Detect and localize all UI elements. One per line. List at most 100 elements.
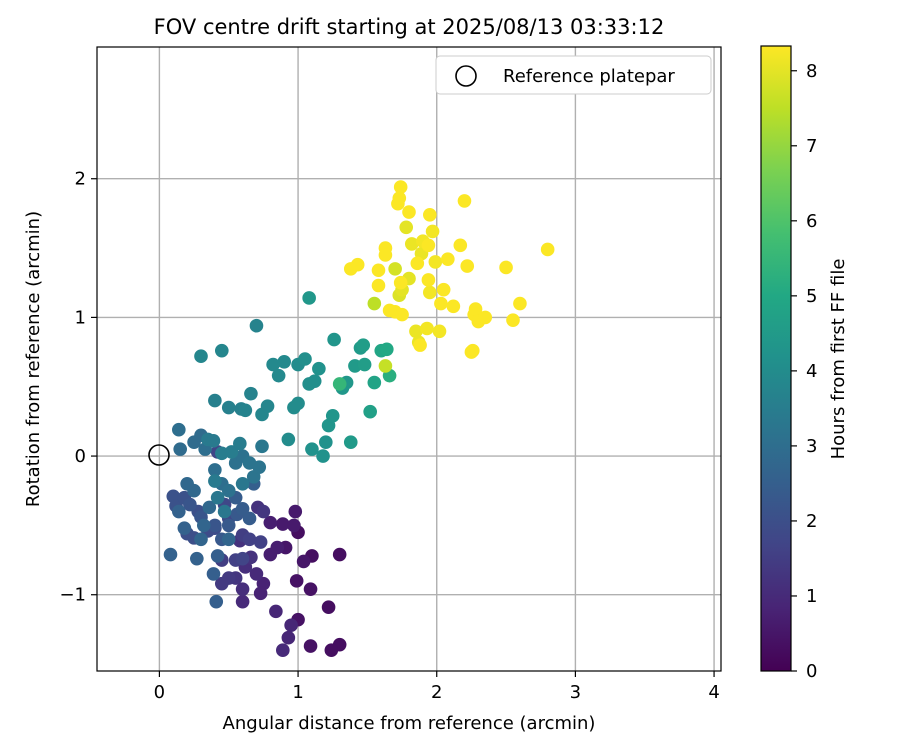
data-point	[224, 445, 239, 459]
data-point	[163, 547, 178, 562]
data-point	[319, 435, 333, 450]
data-point	[367, 375, 382, 390]
data-point	[478, 310, 493, 325]
colorbar-tick-label: 2	[806, 511, 817, 532]
data-point	[209, 594, 224, 609]
data-point	[210, 549, 225, 563]
data-point	[291, 396, 305, 411]
data-point	[215, 343, 229, 358]
data-point	[217, 504, 232, 519]
data-point	[284, 618, 298, 633]
data-point	[332, 547, 347, 562]
data-point	[302, 291, 316, 305]
data-point	[421, 273, 436, 287]
data-point	[506, 313, 520, 327]
data-point	[235, 501, 250, 516]
scatter-points	[163, 180, 555, 657]
data-point	[252, 460, 267, 474]
data-point	[312, 361, 326, 376]
colorbar-label: Hours from first FF file	[828, 259, 849, 460]
data-point	[388, 262, 402, 276]
data-point	[356, 338, 371, 352]
data-point	[423, 207, 437, 222]
data-point	[321, 600, 336, 615]
data-point	[305, 442, 319, 456]
data-point	[206, 567, 221, 581]
data-point	[428, 255, 443, 269]
legend: Reference platepar	[435, 55, 712, 95]
x-tick-label: 0	[154, 682, 165, 703]
data-point	[432, 324, 447, 339]
data-point	[277, 354, 292, 369]
x-axis-label: Angular distance from reference (arcmin)	[223, 713, 596, 734]
data-point	[425, 224, 440, 239]
data-point	[303, 582, 318, 596]
data-point	[371, 263, 386, 278]
legend-entry-reference-platepar: Reference platepar	[503, 66, 675, 87]
data-point	[378, 359, 393, 373]
data-point	[380, 342, 394, 357]
colorbar-tick-label: 0	[806, 661, 817, 682]
colorbar-tick-label: 3	[806, 436, 817, 457]
data-point	[221, 400, 236, 415]
data-point	[208, 474, 222, 488]
data-point	[436, 282, 451, 297]
data-point	[270, 540, 285, 555]
data-point	[410, 256, 425, 271]
data-point	[276, 517, 290, 531]
data-point	[221, 483, 236, 498]
x-tick-label: 1	[292, 682, 303, 703]
y-axis-ticks: −1 0 1 2	[59, 169, 97, 606]
data-point	[255, 439, 269, 454]
colorbar-tick-label: 4	[806, 361, 817, 382]
data-point	[371, 278, 386, 293]
data-point	[460, 259, 475, 273]
data-point	[513, 296, 527, 311]
data-point	[266, 357, 280, 372]
colorbar-tick-label: 1	[806, 586, 817, 607]
data-point	[409, 324, 423, 339]
data-point	[395, 307, 409, 322]
data-point	[378, 248, 393, 262]
data-point	[392, 191, 407, 205]
y-tick-label: 0	[75, 446, 86, 467]
y-tick-label: −1	[59, 585, 86, 606]
data-point	[307, 374, 322, 388]
x-tick-label: 3	[570, 682, 581, 703]
data-point	[269, 604, 283, 619]
data-point	[221, 532, 236, 547]
data-point	[327, 332, 341, 347]
colorbar-ticks: 0 1 2 3 4 5 6 7 8	[791, 61, 817, 682]
data-point	[233, 436, 247, 451]
data-point	[402, 205, 416, 219]
data-point	[177, 521, 192, 535]
data-point	[206, 434, 221, 448]
grid-lines	[97, 47, 721, 671]
x-tick-label: 4	[708, 682, 719, 703]
data-point	[271, 368, 286, 383]
data-point	[434, 296, 448, 311]
data-point	[499, 260, 513, 275]
data-point	[238, 403, 253, 418]
data-point	[465, 343, 480, 358]
data-point	[249, 567, 264, 581]
y-tick-label: 1	[75, 307, 86, 328]
data-point	[190, 551, 204, 566]
data-point	[367, 296, 382, 311]
x-tick-label: 2	[431, 682, 442, 703]
data-point	[446, 299, 461, 314]
data-point	[332, 377, 347, 391]
data-point	[172, 422, 186, 437]
data-point	[382, 303, 397, 318]
data-point	[468, 302, 483, 316]
data-point	[172, 504, 186, 519]
x-axis-ticks: 0 1 2 3 4	[154, 671, 720, 703]
colorbar	[760, 45, 792, 672]
data-point	[324, 643, 339, 657]
data-point	[249, 318, 264, 333]
y-tick-label: 2	[75, 169, 86, 190]
data-point	[208, 463, 222, 477]
data-point	[235, 477, 250, 491]
data-point	[208, 518, 222, 533]
